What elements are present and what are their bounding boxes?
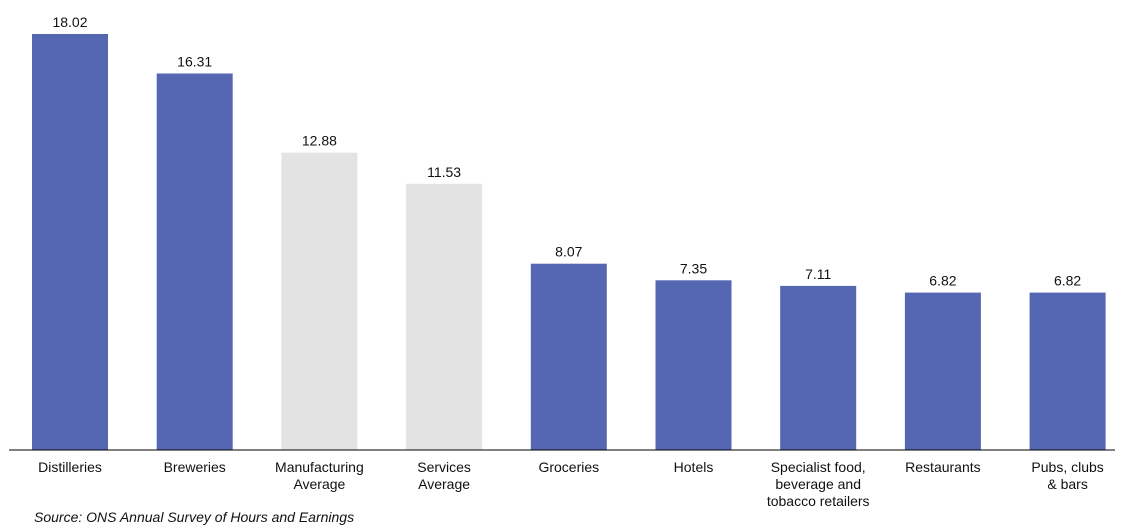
bar-value-label: 6.82 (1054, 273, 1081, 289)
category-label-line: Specialist food, (771, 459, 866, 475)
bar (32, 34, 108, 450)
category-label-line: Distilleries (38, 459, 102, 475)
bar-value-label: 7.35 (680, 260, 707, 276)
source-note: Source: ONS Annual Survey of Hours and E… (34, 509, 355, 525)
category-label-line: Groceries (538, 459, 599, 475)
value-labels-layer: 18.02 16.31 12.88 11.53 8.07 7.35 7.11 6.82 6.82 (52, 14, 1081, 289)
category-label-line: Average (293, 476, 345, 492)
category-label-line: Services (417, 459, 471, 475)
bars-layer (32, 34, 1106, 451)
category-label: Groceries (538, 459, 599, 475)
bar-value-label: 6.82 (929, 273, 956, 289)
category-label: Distilleries (38, 459, 102, 475)
category-label-line: & bars (1047, 476, 1087, 492)
category-label: Restaurants (905, 459, 980, 475)
category-label-line: Restaurants (905, 459, 980, 475)
bar (406, 183, 483, 451)
bar (655, 280, 732, 450)
bar (281, 152, 358, 450)
bar-value-label: 7.11 (805, 266, 831, 282)
bar (1029, 292, 1106, 450)
category-label-line: Average (418, 476, 470, 492)
category-label-line: tobacco retailers (767, 493, 870, 509)
category-label: Services Average (417, 459, 471, 492)
category-label-line: Manufacturing (275, 459, 364, 475)
bar (530, 263, 607, 450)
category-label: Manufacturing Average (275, 459, 364, 492)
category-label: Specialist food, beverage and tobacco reta… (767, 459, 870, 509)
bar-value-label: 18.02 (52, 14, 87, 30)
category-label: Breweries (164, 459, 226, 475)
bar-value-label: 8.07 (555, 244, 582, 260)
category-label-line: Breweries (164, 459, 226, 475)
category-label-line: Pubs, clubs (1031, 459, 1103, 475)
bar-value-label: 11.53 (427, 164, 461, 180)
bar (780, 285, 857, 450)
bar (904, 292, 981, 450)
bar-value-label: 16.31 (177, 54, 212, 70)
category-label-line: Hotels (674, 459, 714, 475)
category-label-line: beverage and (775, 476, 861, 492)
category-label: Pubs, clubs & bars (1031, 459, 1103, 492)
category-labels-layer: Distilleries Breweries Manufacturing Averag… (38, 459, 1104, 509)
bar-value-label: 12.88 (302, 133, 337, 149)
bar (156, 73, 233, 450)
category-label: Hotels (674, 459, 714, 475)
